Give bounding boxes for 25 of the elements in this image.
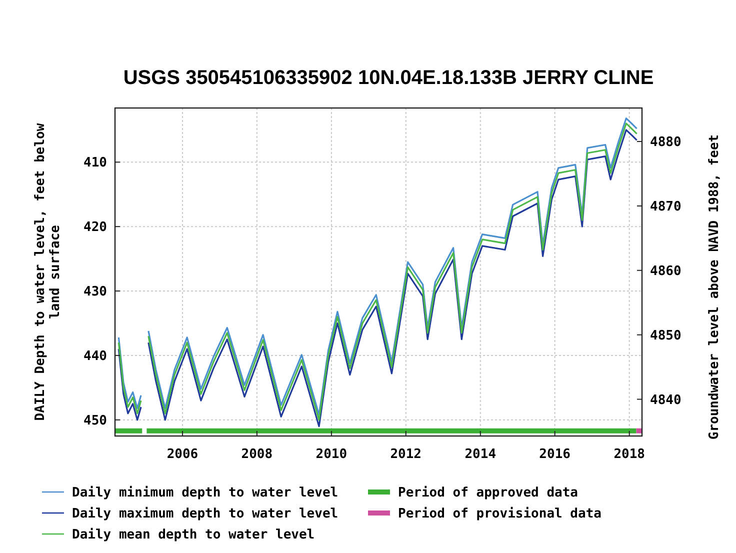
x-tick-label: 2016 <box>539 447 571 462</box>
y-tick-label: 410 <box>84 156 108 171</box>
legend-label: Daily minimum depth to water level <box>72 486 338 501</box>
x-tick-label: 2018 <box>614 447 646 462</box>
chart-title: USGS 350545106335902 10N.04E.18.133B JERRY CLINE <box>123 67 654 89</box>
y2-tick-label: 4880 <box>650 135 682 150</box>
x-tick-label: 2008 <box>241 447 273 462</box>
legend-label: Period of provisional data <box>398 506 602 522</box>
y2-tick-label: 4850 <box>650 328 682 344</box>
x-tick-label: 2010 <box>316 447 348 462</box>
legend-label: Daily maximum depth to water level <box>72 506 338 522</box>
y-tick-label: 420 <box>84 220 108 236</box>
x-tick-label: 2014 <box>464 447 496 462</box>
y2-tick-label: 4860 <box>650 264 682 279</box>
y-tick-label: 430 <box>84 284 108 300</box>
legend-label: Daily mean depth to water level <box>72 528 315 543</box>
legend-label: Period of approved data <box>398 486 578 501</box>
y-axis-title: DAILY Depth to water level, feet below land surface <box>33 123 63 421</box>
x-tick-label: 2012 <box>390 447 422 462</box>
y2-tick-label: 4840 <box>650 392 682 408</box>
y2-axis-title: Groundwater level above NAVD 1988, feet <box>707 134 722 440</box>
y-tick-label: 450 <box>84 413 108 428</box>
y2-tick-label: 4870 <box>650 200 682 214</box>
x-tick-label: 2006 <box>166 447 198 462</box>
y-tick-label: 440 <box>84 349 108 364</box>
